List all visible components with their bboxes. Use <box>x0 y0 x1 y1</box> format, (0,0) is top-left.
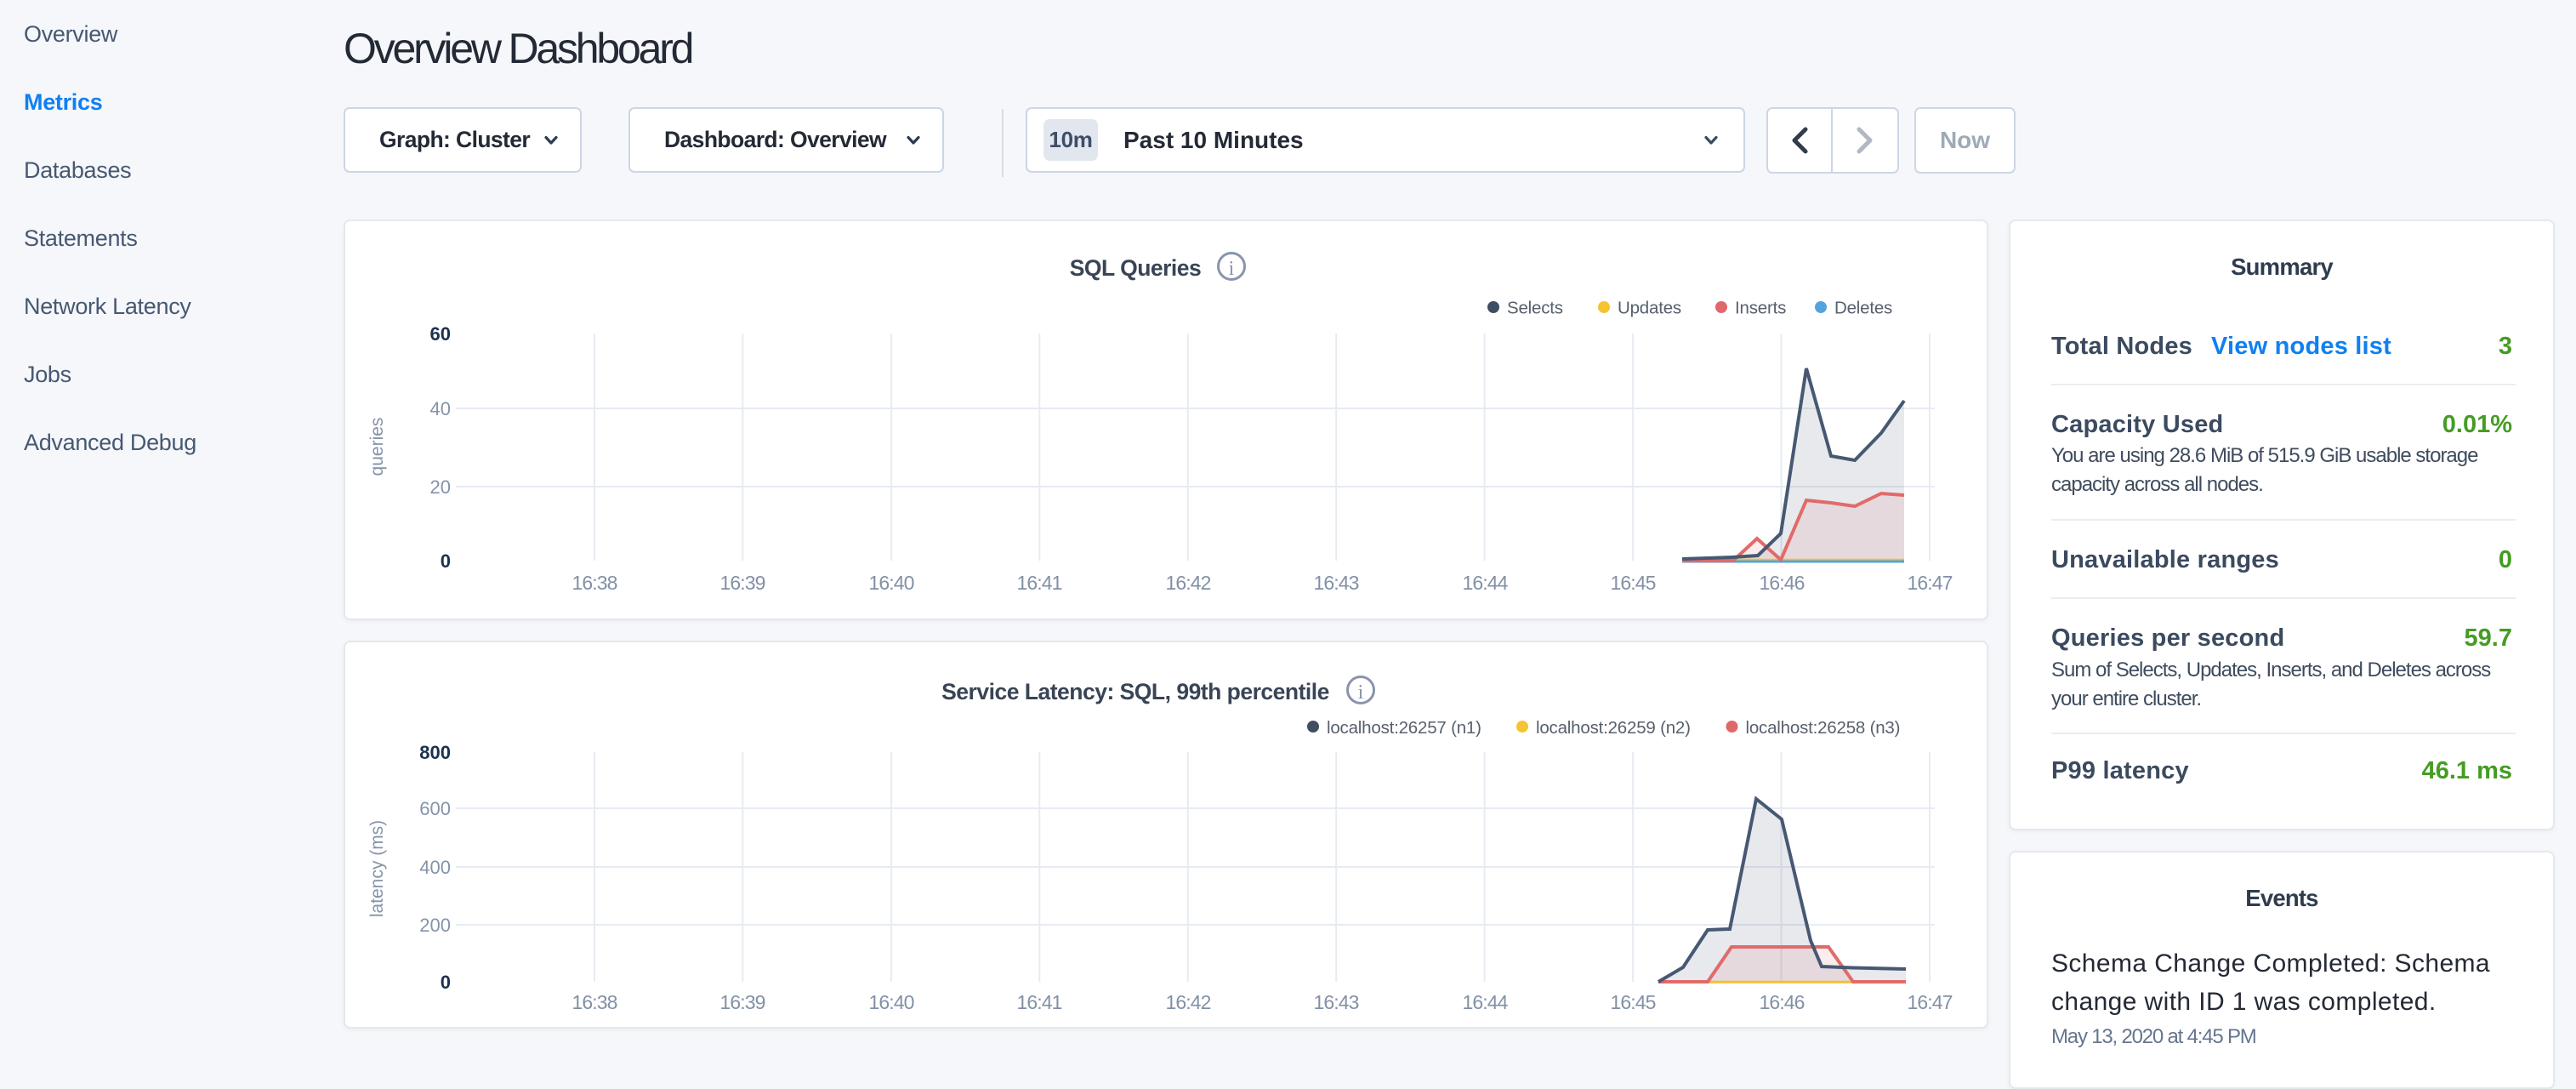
svg-text:16:40: 16:40 <box>868 572 913 594</box>
svg-text:16:42: 16:42 <box>1165 572 1210 594</box>
svg-text:16:40: 16:40 <box>868 991 913 1013</box>
svg-text:16:44: 16:44 <box>1462 991 1508 1013</box>
svg-text:Updates: Updates <box>1618 299 1681 318</box>
svg-text:Service Latency: SQL, 99th per: Service Latency: SQL, 99th percentile <box>941 679 1329 704</box>
svg-text:16:38: 16:38 <box>571 572 617 594</box>
svg-text:16:43: 16:43 <box>1313 572 1358 594</box>
svg-text:16:39: 16:39 <box>719 572 765 594</box>
svg-text:20: 20 <box>430 476 451 498</box>
svg-text:latency (ms): latency (ms) <box>367 820 387 917</box>
svg-text:40: 40 <box>430 398 451 419</box>
svg-text:SQL Queries: SQL Queries <box>1070 255 1202 281</box>
svg-text:400: 400 <box>419 857 451 878</box>
svg-text:16:46: 16:46 <box>1759 572 1804 594</box>
svg-text:16:47: 16:47 <box>1907 572 1952 594</box>
svg-text:localhost:26258 (n3): localhost:26258 (n3) <box>1746 718 1901 738</box>
svg-text:16:42: 16:42 <box>1165 991 1210 1013</box>
svg-text:localhost:26257 (n1): localhost:26257 (n1) <box>1327 718 1481 738</box>
svg-text:16:47: 16:47 <box>1907 991 1952 1013</box>
svg-text:800: 800 <box>419 742 451 763</box>
svg-text:localhost:26259 (n2): localhost:26259 (n2) <box>1536 718 1691 738</box>
svg-text:16:43: 16:43 <box>1313 991 1358 1013</box>
svg-text:16:41: 16:41 <box>1016 991 1061 1013</box>
svg-text:16:45: 16:45 <box>1610 991 1655 1013</box>
svg-text:600: 600 <box>419 798 451 819</box>
svg-text:queries: queries <box>367 418 387 476</box>
svg-text:0: 0 <box>441 972 451 993</box>
svg-text:16:39: 16:39 <box>719 991 765 1013</box>
svg-text:16:41: 16:41 <box>1016 572 1061 594</box>
svg-text:16:46: 16:46 <box>1759 991 1804 1013</box>
svg-text:Selects: Selects <box>1507 299 1563 318</box>
svg-text:i: i <box>1358 681 1364 704</box>
svg-text:i: i <box>1229 258 1235 280</box>
svg-text:0: 0 <box>441 550 451 572</box>
svg-text:16:45: 16:45 <box>1610 572 1655 594</box>
svg-text:60: 60 <box>430 323 451 345</box>
svg-text:Inserts: Inserts <box>1735 299 1786 318</box>
svg-text:16:38: 16:38 <box>571 991 617 1013</box>
svg-text:200: 200 <box>419 915 451 936</box>
svg-text:Deletes: Deletes <box>1834 299 1892 318</box>
svg-text:16:44: 16:44 <box>1462 572 1508 594</box>
